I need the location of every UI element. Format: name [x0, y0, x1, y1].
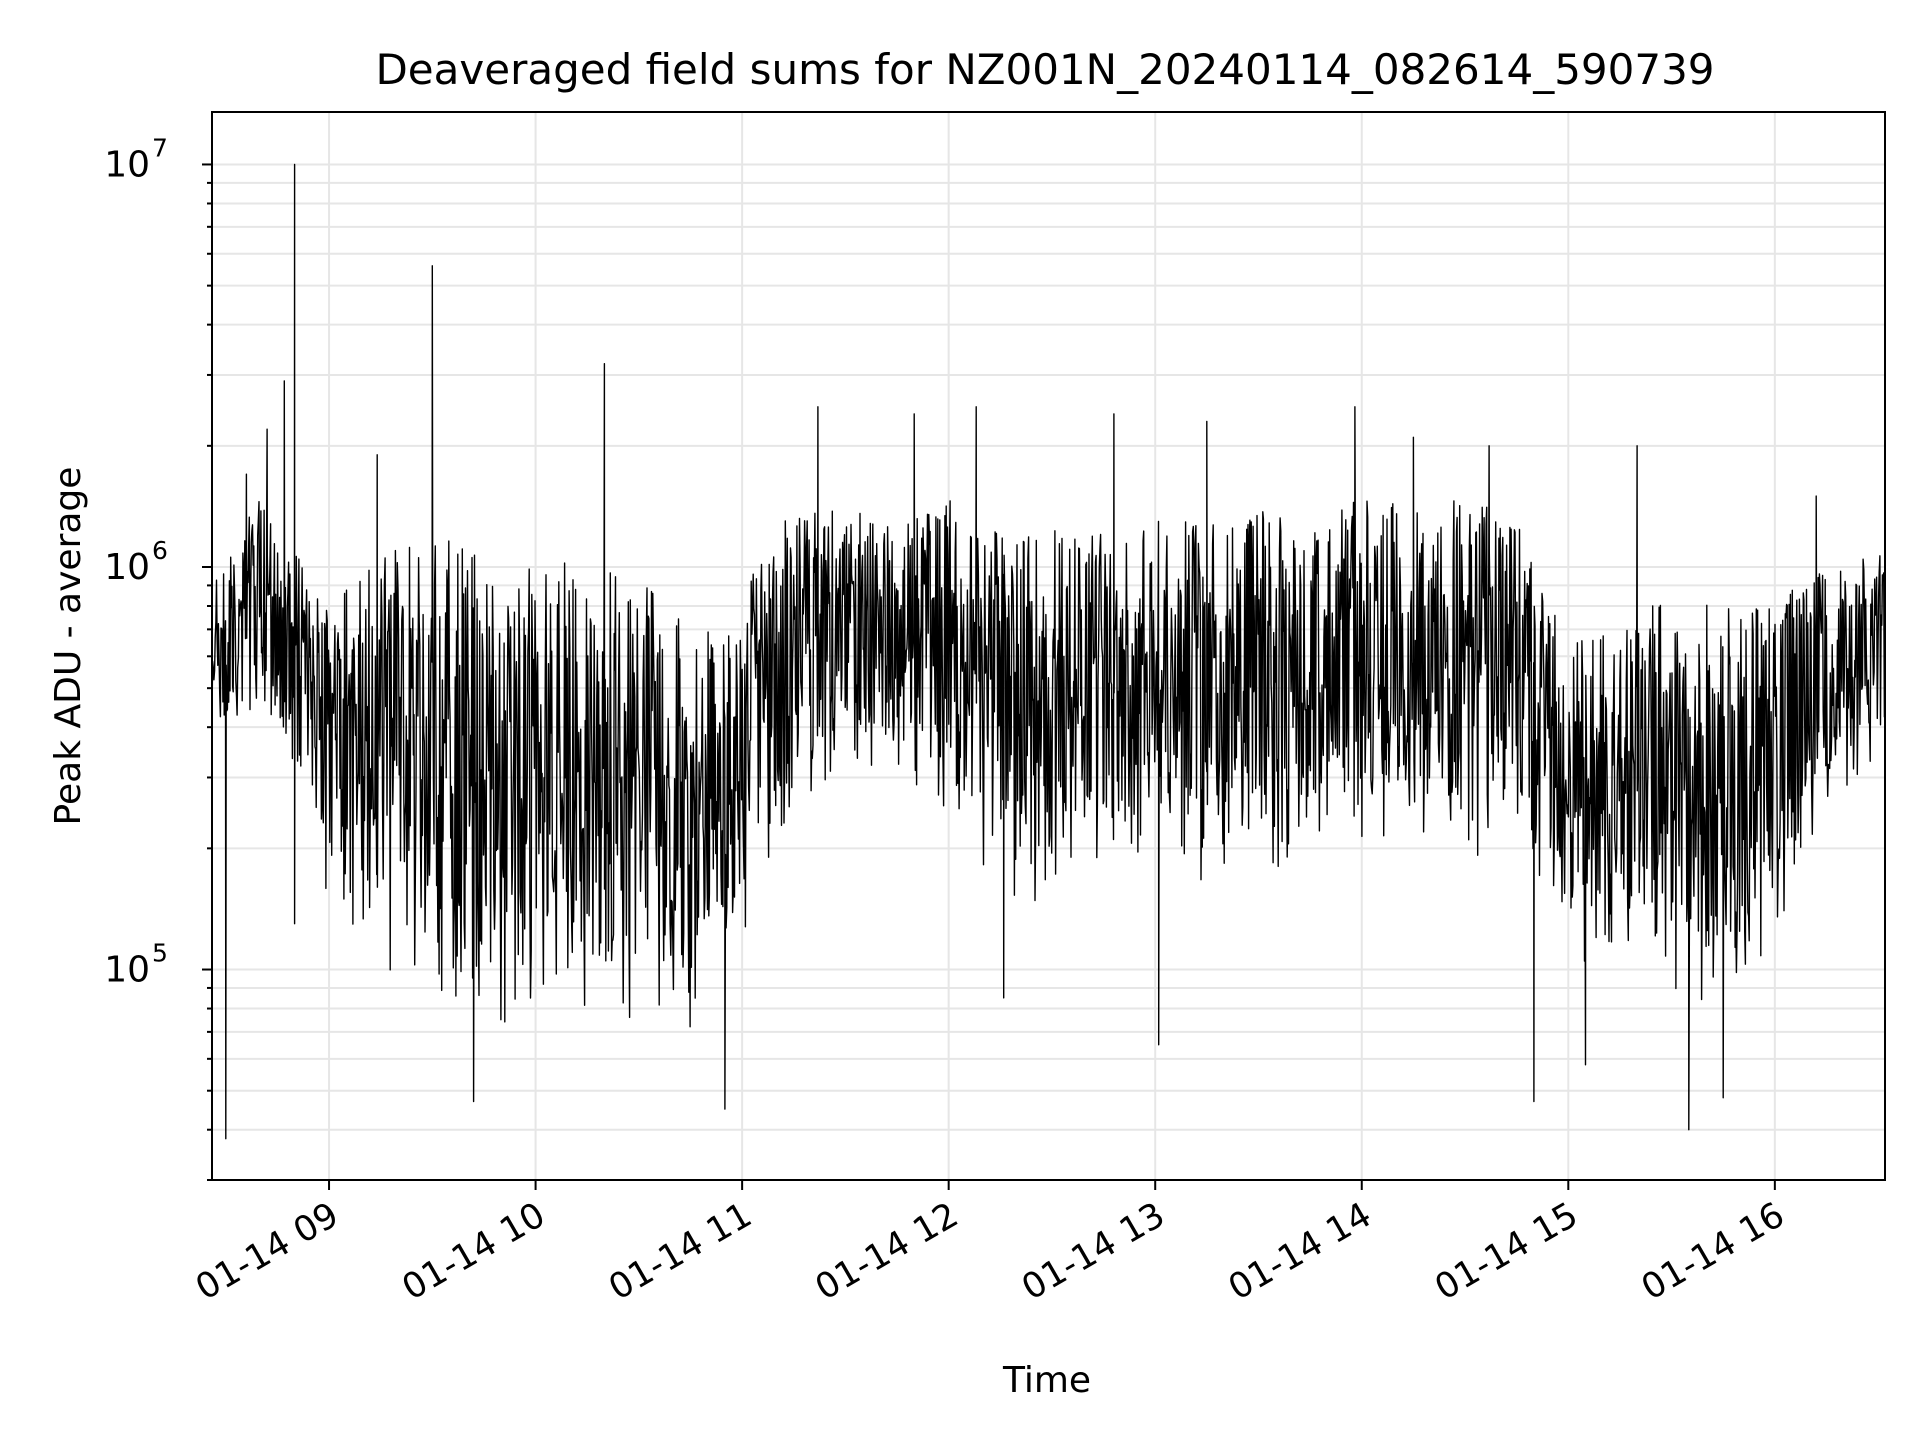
y-tick-label: 10: [104, 547, 150, 588]
series-path: [212, 163, 1885, 1140]
y-axis-label: Peak ADU - average: [48, 467, 89, 826]
series-line: [212, 163, 1885, 1140]
y-tick-label-exponent: 5: [152, 939, 168, 968]
y-tick-label: 10: [104, 144, 150, 185]
y-tick-label-exponent: 7: [152, 133, 168, 162]
y-tick-label-exponent: 6: [152, 536, 168, 565]
x-axis-label: Time: [1002, 1360, 1091, 1401]
y-tick-label: 10: [104, 950, 150, 991]
plot-frame: [211, 111, 1886, 1181]
chart-title: Deaveraged field sums for NZ001N_2024011…: [375, 45, 1714, 94]
